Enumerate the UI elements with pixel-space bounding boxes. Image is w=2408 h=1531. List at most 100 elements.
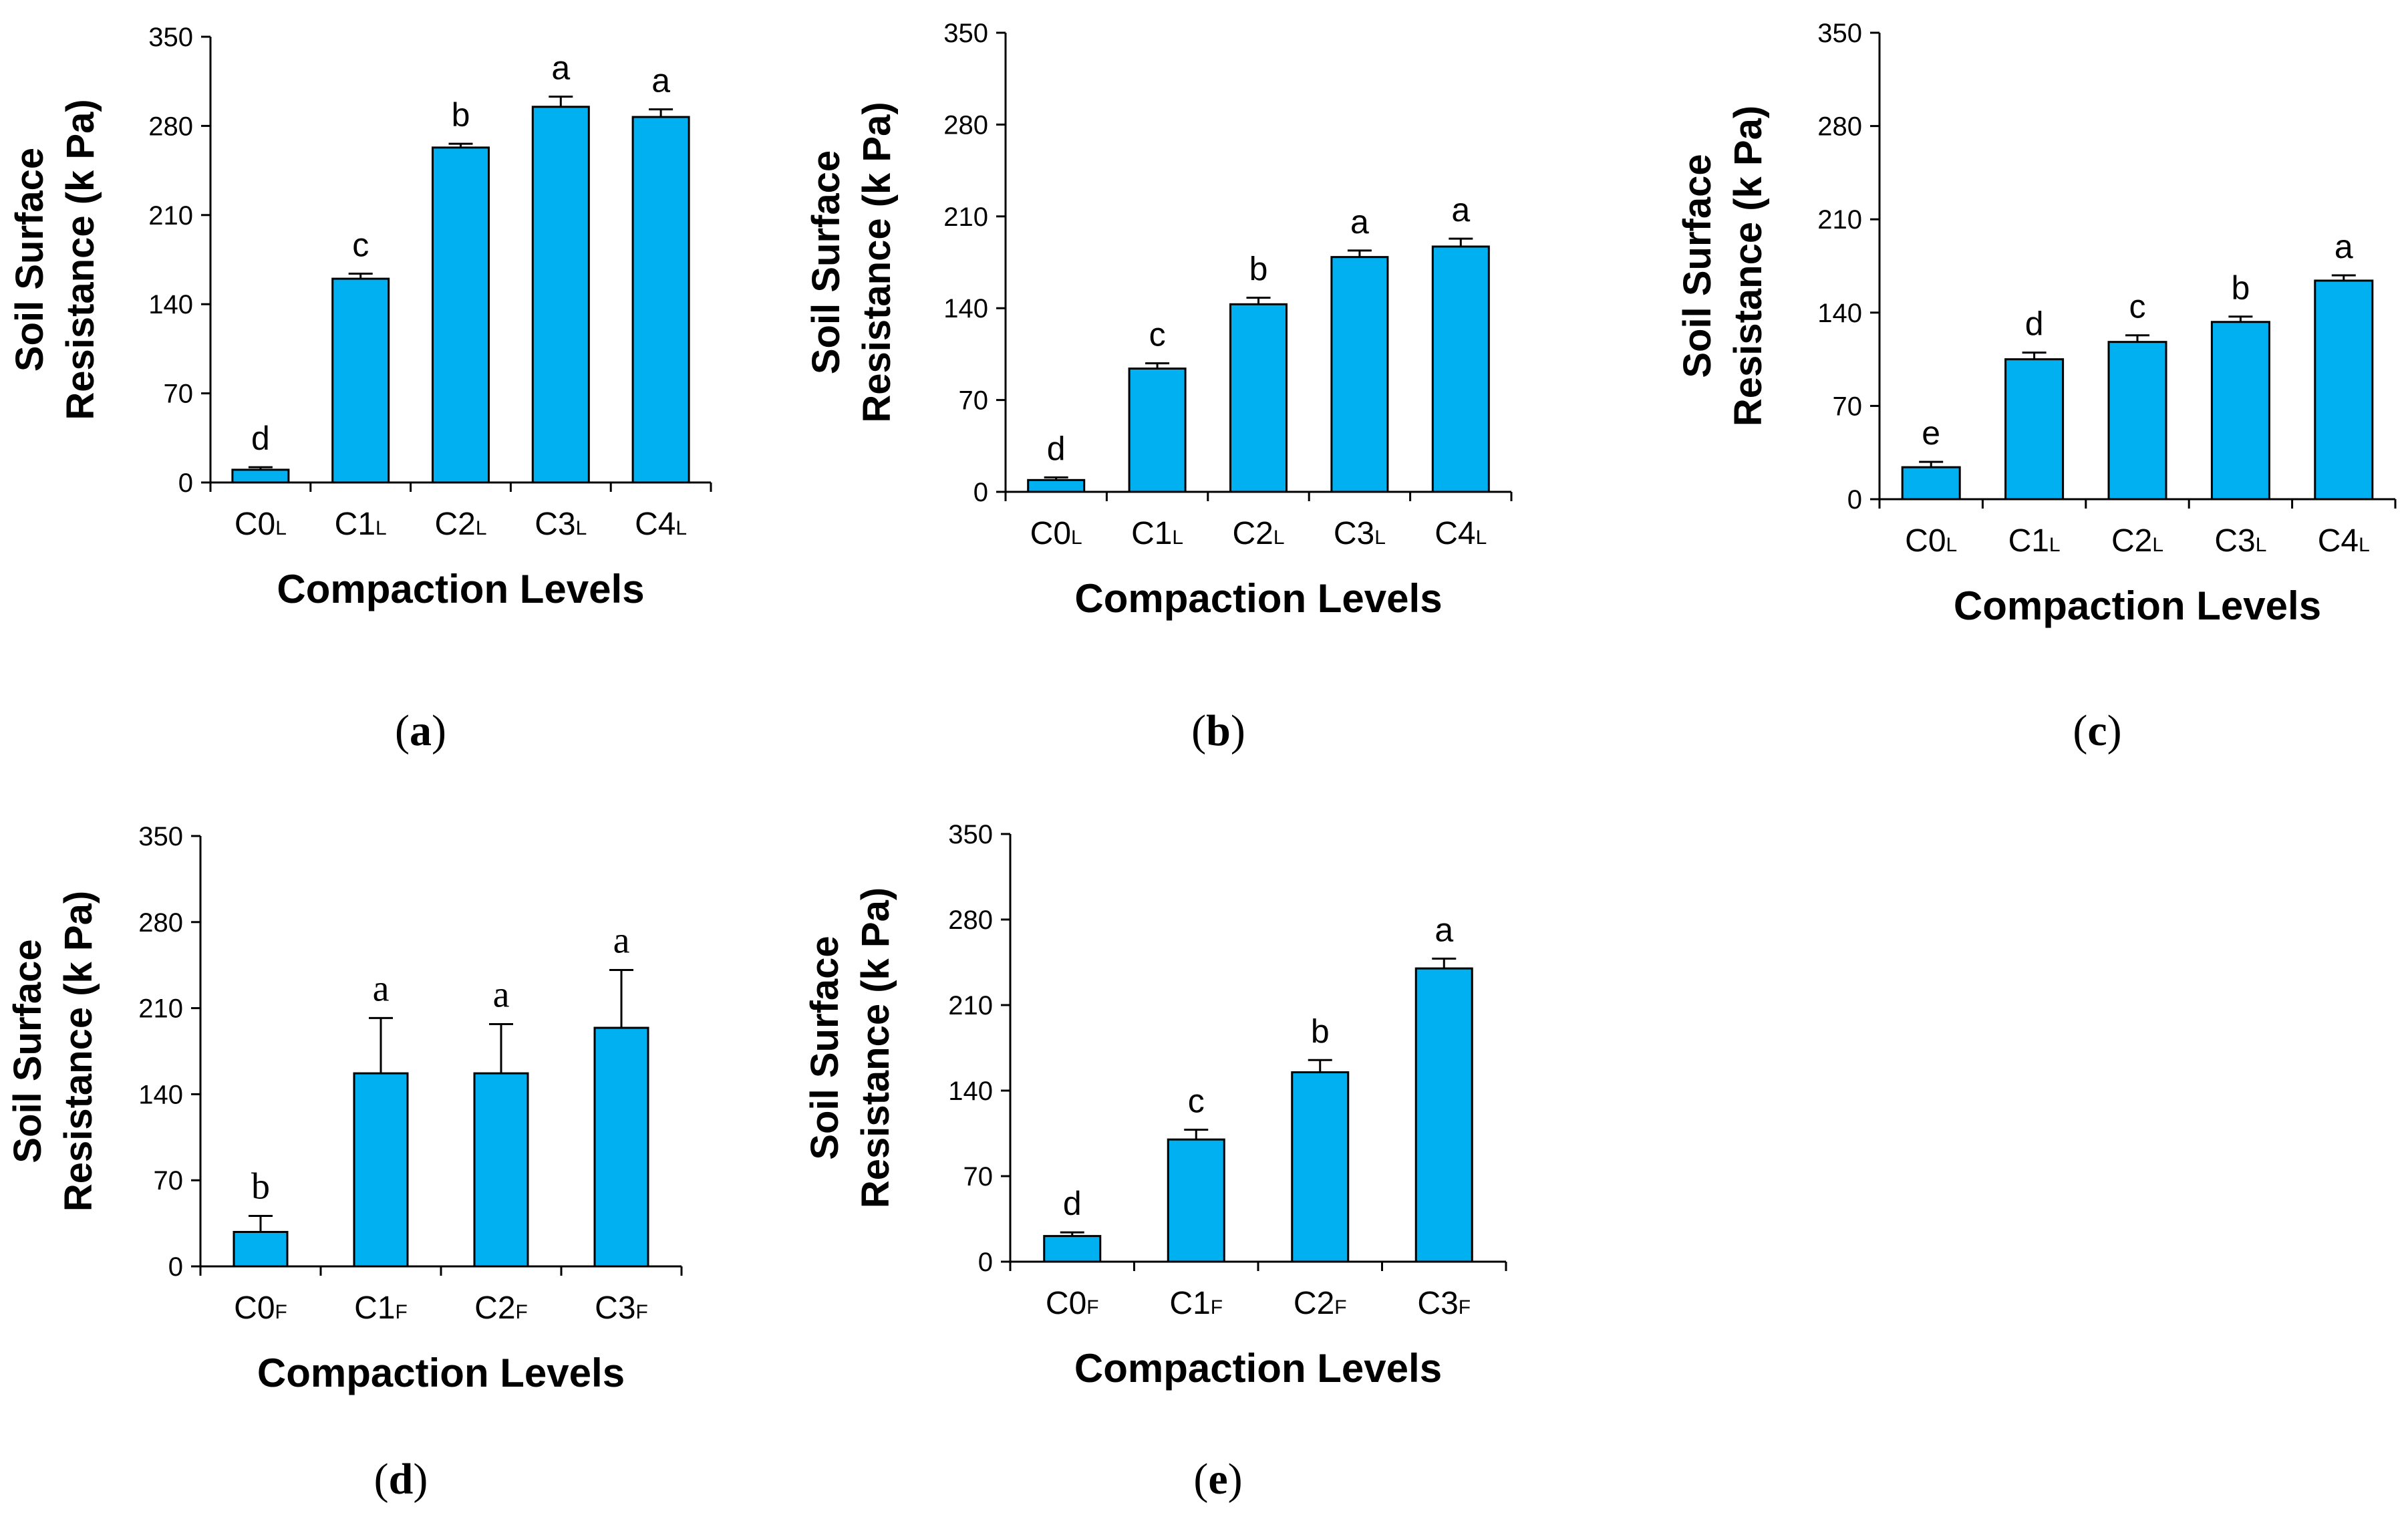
category-base: C2 xyxy=(434,507,475,542)
significance-letter: a xyxy=(1435,912,1453,949)
y-tick-label: 210 xyxy=(148,201,193,231)
category-subscript: L xyxy=(275,517,287,539)
y-tick-label: 70 xyxy=(1833,392,1863,421)
category-subscript: L xyxy=(1071,527,1082,549)
category-base: C1 xyxy=(2008,523,2049,559)
bar-c3 xyxy=(2210,321,2270,501)
bar-c1 xyxy=(2004,358,2065,501)
y-tick-label: 140 xyxy=(138,1080,183,1109)
bar-c1 xyxy=(1128,367,1187,493)
category-base: C0 xyxy=(235,507,275,542)
category-subscript: L xyxy=(2359,534,2370,556)
y-axis-title-line: Resistance (k Pa) xyxy=(1726,106,1770,426)
significance-letter: b xyxy=(1249,250,1268,287)
y-tick-label: 70 xyxy=(963,1162,994,1192)
panel-label-letter: e xyxy=(1208,1455,1227,1504)
panel-d: 070140210280350bC0FaC1FaC2FaC3FCompactio… xyxy=(6,822,683,1504)
x-axis-title: Compaction Levels xyxy=(1074,576,1442,621)
category-base: C2 xyxy=(2111,523,2152,559)
significance-letter: a xyxy=(551,49,570,87)
category-label: C0L xyxy=(235,507,287,542)
y-tick-label: 70 xyxy=(959,386,989,416)
y-tick-label: 350 xyxy=(148,23,193,52)
panel-label-letter: c xyxy=(2087,706,2107,755)
category-subscript: F xyxy=(396,1301,408,1323)
category-label: C3F xyxy=(595,1290,648,1326)
category-label: C0F xyxy=(234,1290,287,1326)
significance-letter: a xyxy=(373,968,390,1009)
y-tick-label: 280 xyxy=(948,906,993,935)
bar-c4 xyxy=(631,116,690,484)
bar-c2 xyxy=(2107,341,2167,501)
significance-letter: a xyxy=(1451,191,1470,229)
category-base: C1 xyxy=(354,1290,395,1326)
significance-letter: e xyxy=(1922,414,1940,452)
category-label: C2F xyxy=(1294,1286,1347,1321)
bar-c4 xyxy=(2314,279,2374,501)
y-tick-label: 280 xyxy=(148,112,193,141)
category-subscript: L xyxy=(1374,527,1386,549)
significance-letter: d xyxy=(1063,1185,1082,1222)
significance-letter: b xyxy=(1311,1012,1330,1050)
significance-letter: b xyxy=(2231,269,2250,307)
y-axis-title-line: Resistance (k Pa) xyxy=(855,102,899,422)
category-label: C1F xyxy=(1169,1286,1223,1321)
significance-letter: d xyxy=(1047,430,1066,467)
category-label: C1F xyxy=(354,1290,408,1326)
panel-label: (a) xyxy=(395,706,446,755)
bar-c3 xyxy=(531,106,590,484)
category-subscript: L xyxy=(1476,527,1487,549)
category-base: C1 xyxy=(1169,1286,1210,1321)
category-label: C4L xyxy=(1435,516,1487,551)
category-subscript: F xyxy=(1086,1296,1098,1318)
y-tick-label: 280 xyxy=(943,110,988,140)
y-axis-title-line: Resistance (k Pa) xyxy=(854,887,897,1208)
panel-label: (d) xyxy=(374,1455,428,1504)
bar-c1 xyxy=(331,277,390,484)
x-axis-title: Compaction Levels xyxy=(1074,1346,1442,1391)
y-tick-label: 140 xyxy=(943,294,988,323)
category-base: C4 xyxy=(2318,523,2359,559)
category-base: C1 xyxy=(335,507,375,542)
category-subscript: L xyxy=(2256,534,2267,556)
y-tick-label: 210 xyxy=(943,202,988,232)
category-label: C0L xyxy=(1905,523,1957,559)
category-label: C2F xyxy=(474,1290,528,1326)
category-subscript: L xyxy=(476,517,487,539)
category-base: C3 xyxy=(2214,523,2255,559)
category-subscript: F xyxy=(636,1301,648,1323)
bar-c0 xyxy=(231,468,290,484)
category-label: C0F xyxy=(1046,1286,1099,1321)
category-label: C3L xyxy=(2214,523,2266,559)
significance-letter: c xyxy=(2129,288,2146,325)
bar-c2 xyxy=(1229,303,1288,493)
y-tick-label: 70 xyxy=(154,1166,184,1196)
bar-c0 xyxy=(233,1230,289,1268)
y-axis-title-line: Soil Surface xyxy=(1676,154,1719,378)
category-base: C1 xyxy=(1131,516,1172,551)
significance-letter: d xyxy=(251,420,270,457)
category-subscript: L xyxy=(1172,527,1183,549)
significance-letter: a xyxy=(651,62,670,100)
category-label: C3L xyxy=(535,507,587,542)
y-tick-label: 140 xyxy=(948,1077,993,1106)
category-subscript: L xyxy=(1946,534,1958,556)
category-subscript: F xyxy=(275,1301,287,1323)
significance-letter: a xyxy=(2335,228,2353,265)
y-tick-label: 350 xyxy=(943,19,988,48)
bar-c0 xyxy=(1027,478,1086,493)
y-tick-label: 0 xyxy=(178,468,193,498)
bar-c0 xyxy=(1901,466,1961,501)
significance-letter: b xyxy=(251,1166,270,1208)
category-base: C3 xyxy=(535,507,575,542)
bar-c1 xyxy=(353,1072,409,1268)
category-subscript: L xyxy=(1273,527,1285,549)
x-axis-title: Compaction Levels xyxy=(257,1351,625,1395)
y-tick-label: 0 xyxy=(973,478,988,507)
significance-letter: a xyxy=(1350,203,1369,241)
category-base: C0 xyxy=(234,1290,275,1326)
category-label: C3F xyxy=(1417,1286,1471,1321)
category-subscript: L xyxy=(576,517,587,539)
bar-c3 xyxy=(1330,256,1389,493)
category-base: C2 xyxy=(474,1290,515,1326)
